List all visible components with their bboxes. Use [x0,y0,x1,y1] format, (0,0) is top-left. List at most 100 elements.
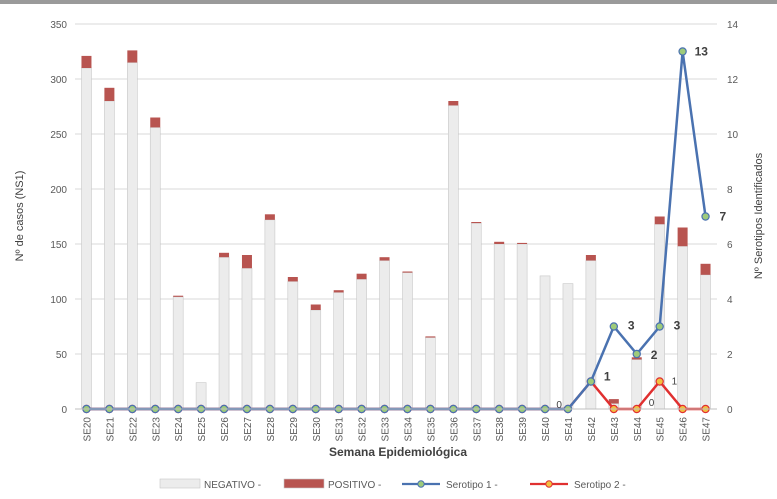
x-tick-label: SE38 [495,417,506,442]
legend-label: NEGATIVO - [204,480,261,491]
bar-negativo [379,260,390,410]
bar-positivo [356,273,367,280]
bar-positivo [517,242,528,244]
y-right-tick-label: 12 [727,75,739,86]
bar-negativo [448,105,459,410]
data-label: 0 [556,400,562,411]
bar-positivo [173,295,184,297]
bar-negativo [425,337,436,410]
x-tick-label: SE47 [702,417,713,442]
bar-positivo [81,55,92,68]
data-label: 3 [674,319,681,333]
bar-negativo [356,278,367,410]
x-tick-label: SE31 [335,417,346,442]
x-tick-label: SE34 [403,417,414,442]
bar-negativo [631,359,643,410]
x-tick-label: SE40 [541,417,552,442]
legend-label: Serotipo 2 - [574,480,626,491]
bar-negativo [172,296,184,410]
x-tick-label: SE22 [128,417,139,442]
y-right-tick-label: 10 [727,130,739,141]
x-tick-label: SE33 [381,417,392,442]
legend-marker [417,480,425,488]
bar-negativo [402,272,413,410]
legend-label: POSITIVO - [328,480,381,491]
legend-swatch [283,478,325,489]
bar-positivo [425,336,436,338]
bar-negativo [104,100,115,410]
bars [81,50,711,410]
bar-positivo [608,399,619,404]
x-tick-label: SE41 [564,417,575,442]
x-tick-label: SE21 [105,417,116,442]
bar-positivo [264,214,275,220]
bar-negativo [310,309,322,410]
y-left-tick-label: 50 [56,350,68,361]
bar-positivo [104,87,115,101]
point-serotipo-1 [655,322,664,331]
x-tick-label: SE27 [243,417,254,442]
y-left-tick-label: 350 [50,20,67,31]
x-tick-label: SE39 [518,417,529,442]
bar-positivo [494,241,505,244]
x-tick-label: SE37 [472,417,483,442]
data-label: 7 [720,210,727,224]
legend-swatch [159,478,201,489]
bar-positivo [219,252,230,258]
data-label: 2 [651,348,658,362]
x-tick-label: SE29 [289,417,300,442]
point-serotipo-2 [655,377,664,386]
x-tick-label: SE45 [656,417,667,442]
y-left-tick-label: 300 [50,75,67,86]
point-serotipo-1 [609,322,619,331]
bar-positivo [631,357,642,360]
bar-positivo [402,271,413,273]
bar-negativo [539,275,551,410]
y-left-tick-label: 200 [50,185,67,196]
x-tick-label: SE20 [82,417,93,442]
bar-positivo [287,277,298,282]
legend-marker [545,480,553,488]
y-axis-left-label: Nº de casos (NS1) [14,171,26,262]
point-serotipo-1 [701,212,710,221]
point-serotipo-1 [678,47,687,56]
bar-negativo [493,243,505,410]
y-right-tick-label: 6 [727,240,733,251]
bar-negativo [127,62,138,410]
bar-positivo [241,255,252,269]
x-tick-label: SE46 [679,417,690,442]
bar-positivo [448,101,459,106]
y-right-tick-label: 14 [727,20,739,31]
x-tick-label: SE42 [587,417,598,442]
y-right-tick-label: 0 [727,405,733,416]
y-left-tick-label: 250 [50,130,67,141]
bar-negativo [470,222,482,410]
y-left-tick-label: 150 [50,240,67,251]
x-tick-label: SE30 [312,417,323,442]
legend-label: Serotipo 1 - [446,480,498,491]
x-tick-label: SE32 [358,417,369,442]
x-tick-label: SE44 [633,417,644,442]
point-serotipo-1 [586,377,596,386]
legend: NEGATIVO - POSITIVO - Serotipo 1 - Serotipo… [159,478,626,491]
x-tick-label: SE35 [426,417,437,442]
data-label: 1 [672,377,678,388]
x-tick-label: SE26 [220,417,231,442]
x-tick-label: SE24 [174,417,185,442]
bar-positivo [310,304,321,310]
y-left-tick-label: 100 [50,295,67,306]
bar-positivo [471,222,482,224]
bar-positivo [677,227,688,247]
y-left-tick-label: 0 [61,405,67,416]
x-tick-label: SE28 [266,417,277,442]
y-right-tick-label: 4 [727,295,733,306]
y-axis-right-label: Nº Serotipos Identificados [753,152,765,279]
y-right-tick-label: 8 [727,185,733,196]
x-tick-label: SE23 [151,417,162,442]
data-label: 0 [649,398,655,409]
bar-positivo [700,263,711,275]
bar-negativo [700,274,711,410]
